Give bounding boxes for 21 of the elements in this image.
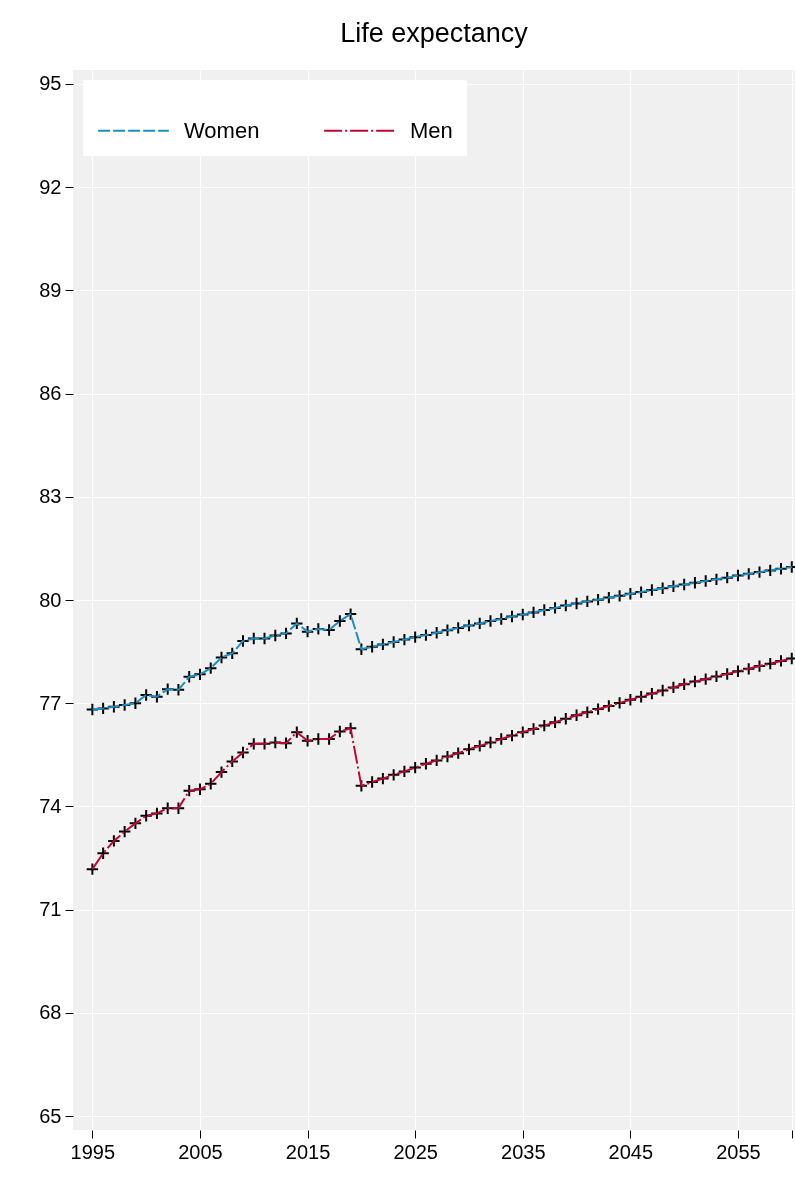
x-tick-label: 2025 — [393, 1140, 438, 1163]
y-tick-label: 77 — [39, 691, 62, 714]
x-tick-label: 2055 — [716, 1140, 761, 1163]
x-tick-label: 2045 — [608, 1140, 654, 1163]
x-tick-label: 1995 — [70, 1140, 116, 1163]
y-tick-label: 83 — [39, 485, 62, 508]
x-tick-label: 2015 — [285, 1140, 331, 1163]
x-tick-label: 2035 — [501, 1140, 546, 1163]
y-tick-label: 80 — [39, 588, 62, 611]
y-tick-label: 86 — [39, 382, 62, 405]
y-tick-label: 71 — [39, 898, 62, 921]
x-tick-label: 2005 — [178, 1140, 223, 1163]
y-tick-label: 74 — [39, 794, 62, 817]
y-tick-label: 92 — [39, 175, 62, 198]
y-tick-label: 65 — [39, 1104, 62, 1127]
legend-label: Men — [410, 117, 453, 143]
y-tick-label: 68 — [39, 1001, 62, 1024]
y-tick-label: 95 — [39, 72, 62, 95]
chart-title: Life expectancy — [340, 18, 529, 48]
y-tick-label: 89 — [39, 278, 62, 301]
legend-label: Women — [184, 117, 260, 143]
